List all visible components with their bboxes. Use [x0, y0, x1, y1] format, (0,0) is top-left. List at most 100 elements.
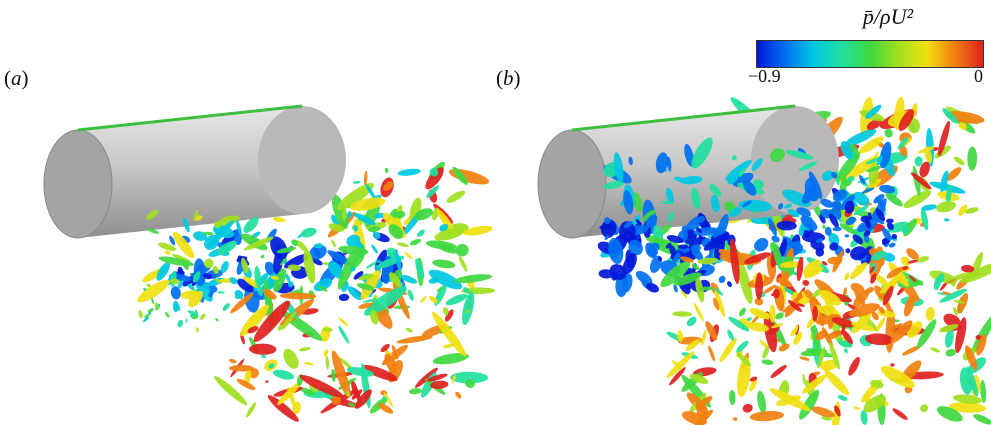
- vortex-blob: [836, 151, 861, 181]
- vortex-blob: [313, 278, 333, 292]
- vortex-blob: [185, 318, 188, 323]
- vortex-blob: [383, 391, 394, 408]
- vortex-blob: [661, 200, 675, 205]
- vortex-blob: [680, 256, 694, 263]
- vortex-blob: [829, 342, 840, 370]
- vortex-blob: [257, 286, 263, 296]
- vortex-blob: [268, 363, 275, 369]
- vortex-structures-front: [597, 137, 991, 425]
- vortex-blob: [801, 190, 813, 205]
- colorbar-min-label: −0.9: [748, 66, 781, 86]
- vortex-blob: [420, 295, 427, 304]
- vortex-blob: [749, 378, 758, 392]
- vortex-blob: [831, 200, 842, 209]
- vortex-blob: [929, 181, 966, 194]
- vortex-blob: [876, 154, 883, 166]
- vortex-blob: [907, 259, 919, 264]
- vortex-blob: [655, 152, 669, 174]
- vortex-blob: [698, 234, 703, 241]
- vortex-blob: [454, 274, 493, 283]
- vortex-blob: [671, 360, 683, 370]
- vortex-blob: [394, 210, 406, 219]
- vortex-blob: [389, 272, 402, 289]
- vortex-blob: [200, 313, 206, 320]
- vortex-blob: [645, 214, 658, 228]
- vortex-structures-front: [137, 207, 495, 422]
- vortex-blob: [463, 225, 493, 236]
- vortex-blob: [691, 188, 701, 210]
- vortex-blob: [797, 303, 805, 307]
- vortex-blob: [193, 209, 198, 221]
- vortex-blob: [331, 214, 339, 226]
- vortex-blob: [380, 343, 390, 353]
- vortex-blob: [395, 252, 402, 271]
- vortex-blob: [821, 170, 834, 182]
- vortex-blob: [861, 187, 875, 194]
- vortex-blob: [336, 182, 375, 211]
- vortex-blob: [777, 203, 784, 210]
- vortex-blob: [673, 176, 687, 183]
- vortex-blob: [397, 168, 421, 176]
- label-letter: a: [11, 66, 22, 90]
- vortex-blob: [353, 225, 358, 232]
- vortex-blob: [216, 240, 237, 255]
- vortex-blob: [303, 361, 314, 366]
- vortex-blob: [695, 216, 706, 224]
- vortex-blob: [743, 252, 771, 265]
- vortex-blob: [267, 395, 299, 422]
- vortex-blob: [801, 291, 808, 302]
- vortex-blob: [806, 348, 833, 358]
- vortex-blob: [784, 203, 792, 209]
- vortex-blob: [436, 208, 456, 236]
- vortex-blob: [844, 234, 850, 238]
- vortex-blob: [749, 376, 758, 382]
- vortex-blob: [853, 191, 870, 206]
- vortex-blob: [146, 209, 159, 220]
- vortex-blob: [943, 313, 961, 328]
- vortex-blob: [203, 231, 214, 236]
- vortex-blob: [686, 316, 697, 327]
- vortex-blob: [803, 230, 810, 238]
- vortex-blob: [263, 288, 277, 300]
- vortex-blob: [796, 207, 811, 217]
- vortex-blob: [346, 367, 374, 377]
- vortex-blob: [865, 104, 882, 119]
- vortex-blob: [942, 108, 958, 124]
- vortex-blob: [727, 173, 739, 185]
- vortex-blob: [635, 270, 653, 285]
- vortex-blob: [331, 369, 336, 382]
- vortex-blob: [342, 209, 347, 221]
- vortex-blob: [386, 247, 398, 258]
- vortex-blob: [858, 136, 884, 154]
- vortex-blob: [747, 317, 752, 321]
- vortex-blob: [243, 217, 259, 234]
- vortex-blob: [303, 249, 316, 284]
- vortex-blob: [362, 298, 377, 303]
- vortex-blob: [349, 197, 386, 211]
- vortex-blob: [755, 272, 764, 300]
- vortex-blob: [214, 376, 248, 406]
- vortex-blob: [697, 257, 719, 265]
- vortex-blob: [767, 218, 777, 236]
- vortex-blob: [879, 257, 885, 267]
- vortex-blob: [768, 325, 780, 335]
- vortex-blob: [793, 331, 803, 345]
- vortex-blob: [869, 266, 875, 274]
- vortex-blob: [425, 167, 444, 190]
- vortex-blob: [708, 345, 716, 362]
- vortex-blob: [215, 318, 219, 322]
- vortex-blob: [714, 289, 726, 318]
- vortex-blob: [945, 278, 957, 284]
- vortex-blob: [902, 345, 922, 356]
- vortex-blob: [901, 225, 910, 234]
- vortex-blob: [328, 223, 345, 232]
- vortex-blob: [939, 288, 968, 303]
- vortex-blob: [732, 417, 738, 421]
- vortex-blob: [461, 287, 495, 295]
- vortex-blob: [298, 347, 311, 352]
- vortex-blob: [761, 359, 774, 365]
- vortex-blob: [657, 256, 663, 262]
- vortex-blob: [391, 345, 399, 360]
- vortex-blob: [622, 253, 637, 275]
- vortex-blob: [350, 266, 356, 272]
